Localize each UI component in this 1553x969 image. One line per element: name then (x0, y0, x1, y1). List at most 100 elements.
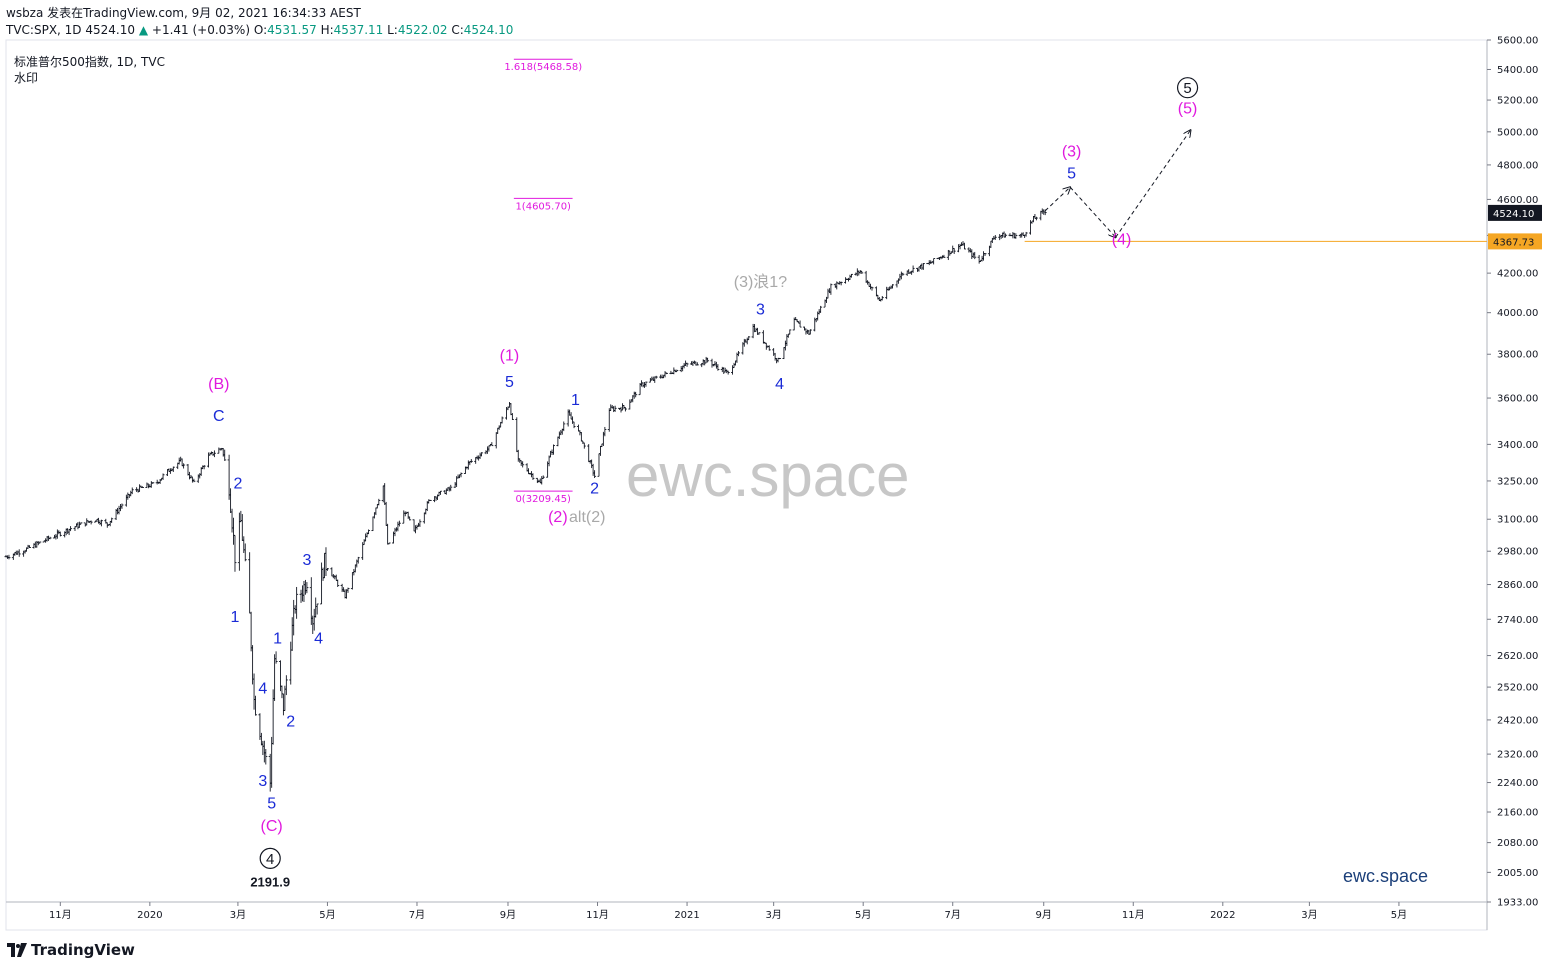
time-tick-label: 9月 (1036, 909, 1052, 921)
ohlc-bar (582, 442, 586, 449)
series-title[interactable]: 标准普尔500指数, 1D, TVC (14, 55, 165, 69)
ohlc-bar (593, 470, 597, 479)
ohlc-bar (932, 258, 936, 265)
ohlc-bar (644, 381, 648, 387)
circled-wave-label: 5 (1176, 77, 1199, 99)
ohlc-bar (248, 552, 252, 614)
wave-label: 1 (231, 609, 240, 626)
ohlc-bar (500, 416, 504, 424)
ohlc-bar (1024, 231, 1028, 237)
drawing-lines[interactable] (1024, 130, 1487, 242)
price-tick-label: 2005.00 (1497, 868, 1538, 879)
ohlc-bar (849, 273, 853, 278)
ohlc-bar (531, 473, 535, 480)
wave-label: (B) (208, 376, 229, 393)
ohlc-bar (223, 449, 227, 461)
chart-frame (5, 39, 1488, 931)
ohlc-bar (993, 235, 997, 240)
ohlc-bar (264, 749, 268, 765)
price-tick-label: 2080.00 (1497, 838, 1538, 849)
projection-arrow[interactable] (1069, 186, 1116, 237)
ohlc-bar (747, 336, 751, 341)
price-tick-label: 2860.00 (1497, 580, 1538, 591)
ohlc-bar (808, 329, 812, 335)
ohlc-bars (4, 208, 1047, 792)
time-axis[interactable]: 11月 2020 3月 5月 7月 9月 11月 2021 3月 5月 7月 9月 11月 2022 3月 5… (49, 902, 1407, 921)
price-tick-label: 4000.00 (1497, 308, 1538, 319)
ohlc-bar (844, 277, 848, 284)
price-tick-label: 2320.00 (1497, 750, 1538, 761)
price-axis[interactable]: 5600.00 5400.00 5200.00 5000.00 4800.00 4600.… (1487, 36, 1542, 909)
wave-label: 3 (258, 773, 267, 790)
ohlc-bar (1014, 233, 1018, 239)
ohlc-bar (572, 421, 576, 429)
ohlc-bar (788, 329, 792, 335)
time-tick-label: 2021 (674, 910, 699, 921)
ohlc-bar (654, 375, 658, 379)
ohlc-bar (921, 263, 925, 270)
ohlc-bar (418, 519, 422, 527)
high-label: H: (320, 23, 334, 37)
close-value: 4524.10 (463, 23, 514, 37)
wave-label: 4 (258, 681, 267, 698)
price-tick-label: 4200.00 (1497, 269, 1538, 280)
ohlc-bar (438, 490, 442, 495)
price-tick-label: 2520.00 (1497, 683, 1538, 694)
ohlc-bar (141, 486, 145, 488)
time-tick-label: 11月 (586, 909, 609, 921)
price-tick-label: 5000.00 (1497, 127, 1538, 138)
ohlc-bar (716, 364, 720, 371)
ohlc-bar (254, 695, 258, 716)
time-tick-label: 3月 (230, 909, 246, 921)
projection-arrow[interactable] (1115, 130, 1191, 238)
close-label: C: (451, 23, 464, 37)
tradingview-logo[interactable]: TradingView (7, 941, 135, 959)
ohlc-bar (839, 281, 843, 286)
ohlc-bar (182, 463, 186, 469)
support-price-tag (1488, 233, 1542, 250)
ohlc-bar (597, 453, 601, 477)
ohlc-bar (665, 372, 669, 375)
wave-label: C (213, 408, 225, 425)
price-tick-label: 2240.00 (1497, 778, 1538, 789)
ohlc-bar (977, 254, 981, 264)
support-price-label: 4367.73 (1493, 237, 1534, 248)
projection-arrow[interactable] (1044, 187, 1070, 212)
ohlc-bar (819, 305, 823, 313)
triangle-up-icon: ▲ (138, 23, 149, 37)
price-value: 4524.10 (85, 23, 135, 37)
ohlc-bar (336, 579, 340, 588)
time-tick-label: 3月 (1301, 909, 1317, 921)
ohlc-bar (48, 536, 52, 540)
ohlc-bar (384, 501, 388, 526)
time-tick-label: 5月 (319, 909, 335, 921)
wave-label: (C) (261, 818, 283, 835)
time-tick-label: 9月 (500, 909, 516, 921)
low-label: L: (387, 23, 398, 37)
ohlc-bar (110, 517, 114, 523)
ohlc-bar (494, 432, 498, 449)
ohlc-bar (541, 475, 545, 479)
ohlc-bar (623, 407, 627, 412)
fib-level-label: 1(4605.70) (515, 201, 571, 212)
ohlc-bar (587, 444, 591, 463)
ohlc-bar (515, 417, 519, 453)
wave-label: (5) (1178, 100, 1198, 117)
series-legend: 标准普尔500指数, 1D, TVC 水印 (14, 54, 165, 86)
circled-wave-label: 4 (259, 847, 281, 869)
watermark-label: 水印 (14, 71, 39, 85)
brand-text: ewc.space (1343, 866, 1429, 886)
ohlc-bar (521, 461, 525, 468)
wave-label: (3) (1062, 144, 1082, 161)
ohlc-bar (346, 587, 350, 593)
price-tick-label: 2420.00 (1497, 715, 1538, 726)
ohlc-bar (408, 516, 412, 521)
fib-extension[interactable]: 1.618(5468.58) 1(4605.70) 0(3209.45) (504, 58, 582, 505)
wave-label: 4 (775, 376, 784, 393)
ohlc-bar (880, 295, 884, 301)
price-tick-label: 3800.00 (1497, 350, 1538, 361)
price-tick-label: 3400.00 (1497, 440, 1538, 451)
price-tick-label: 3600.00 (1497, 394, 1538, 405)
price-tick-label: 1933.00 (1497, 898, 1538, 909)
